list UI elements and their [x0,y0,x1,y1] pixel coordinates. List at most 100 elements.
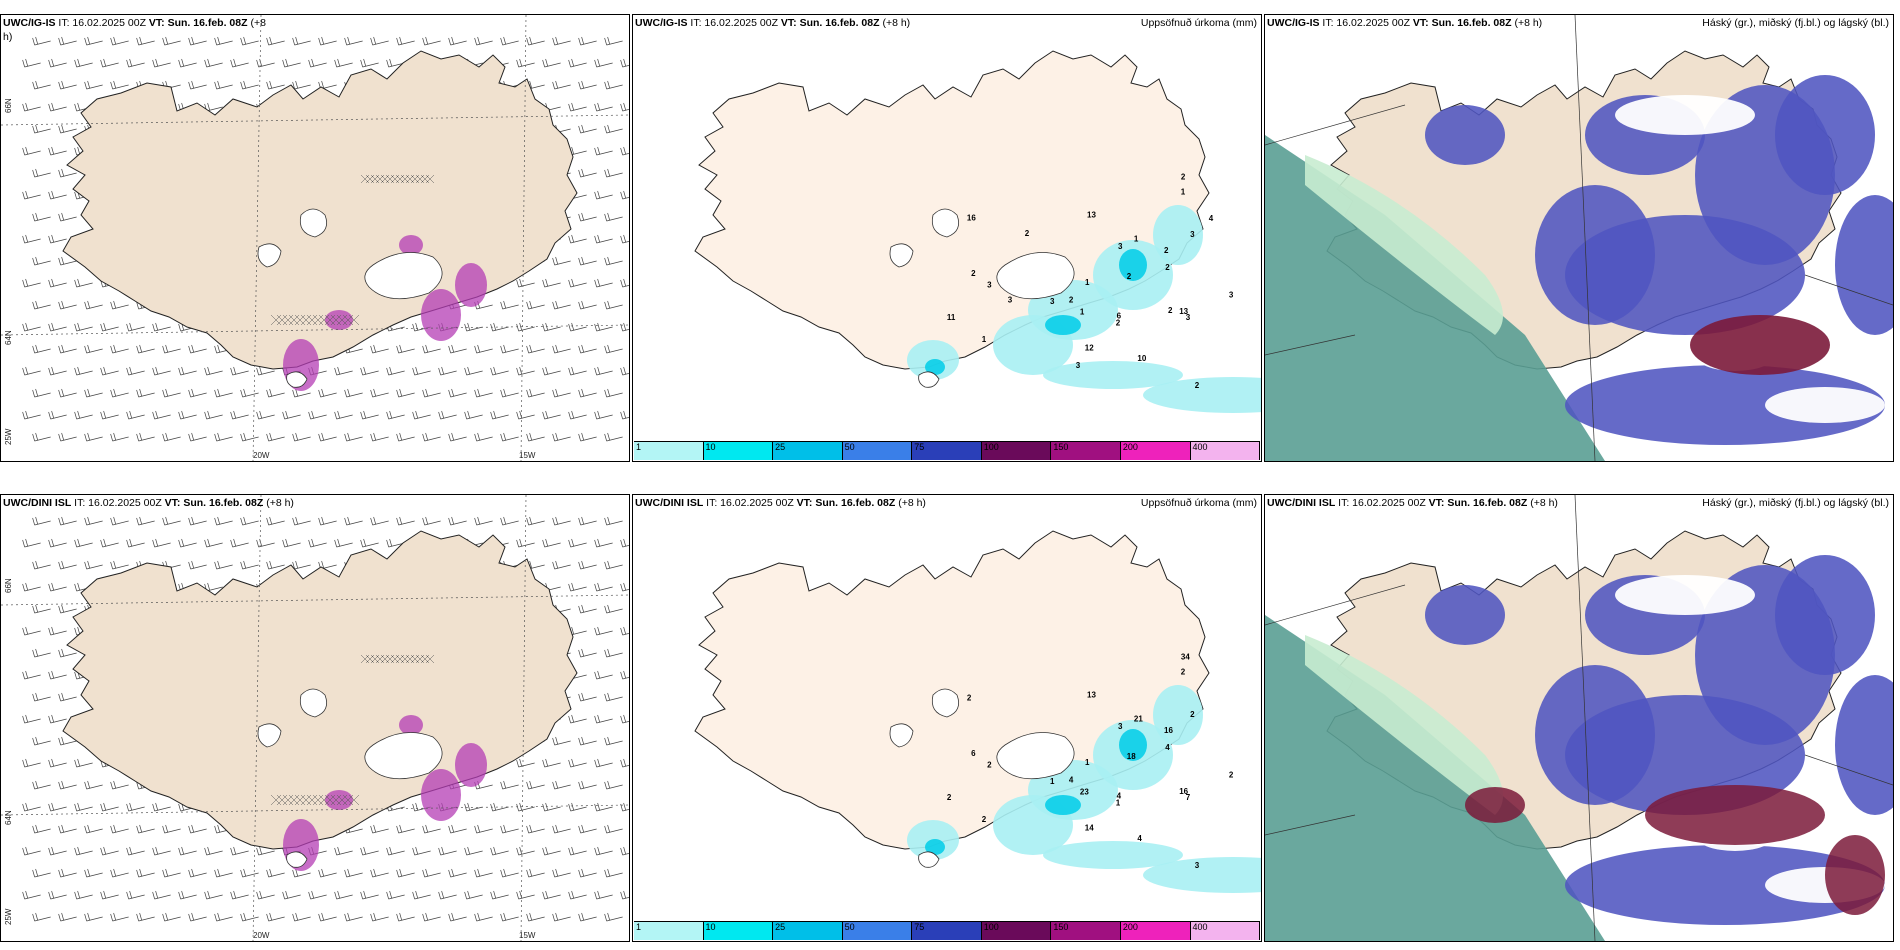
precip-value-label: 4 [1117,792,1122,801]
colorbar-tick-label: 75 [914,922,925,932]
colorbar-segment [703,442,774,460]
colorbar-segment [773,922,843,940]
panel-field-title: Uppsöfnuð úrkoma (mm) [1140,497,1257,509]
precip-value-label: 3 [1050,297,1055,306]
precip-colorbar: 1 10 25 50 75 100 150 200 400 [634,441,1261,460]
precip-map-panel-dini: UWC/DINI ISL IT: 16.02.2025 00Z VT: Sun.… [632,494,1262,942]
precip-value-label: 2 [1181,667,1186,676]
panel-header: UWC/IG-IS IT: 16.02.2025 00Z VT: Sun. 16… [635,16,910,30]
panel-field-title: Háský (gr.), miðský (fj.bl.) og lágský (… [1702,17,1889,29]
colorbar-tick-label: 50 [844,442,855,452]
lead-time: (+8 [250,17,266,29]
lead-time: (+8 h) [1530,497,1558,509]
panel-header: UWC/IG-IS IT: 16.02.2025 00Z VT: Sun. 16… [1267,16,1542,30]
model-name: UWC/DINI ISL [3,497,72,509]
lon-label-15w: 15W [519,931,536,940]
precip-value-label: 3 [1229,290,1234,299]
valid-time: VT: Sun. 16.feb. 08Z [164,497,264,509]
panel-header: UWC/DINI ISL IT: 16.02.2025 00Z VT: Sun.… [3,496,294,510]
lead-time: (+8 h) [266,497,294,509]
precip-value-label: 16 [1179,787,1188,796]
valid-time: VT: Sun. 16.feb. 08Z [1412,17,1512,29]
colorbar-tick-label: 200 [1122,442,1138,452]
colorbar-segment [1120,922,1191,940]
lon-label-25w: 25W [4,428,13,445]
precip-value-label: 2 [967,694,972,703]
precip-value-label: 3 [1008,295,1013,304]
precip-value-label: 10 [1137,354,1146,363]
colorbar-segment [634,922,704,940]
precip-value-label: 2 [1116,319,1121,328]
colorbar-segment [634,442,704,460]
precip-overlay [270,174,487,391]
colorbar-tick-label: 400 [1192,442,1208,452]
colorbar-segment [842,442,913,460]
init-time: IT: 16.02.2025 00Z [690,17,778,29]
init-time: IT: 16.02.2025 00Z [74,497,162,509]
precip-value-label: 2 [1229,770,1234,779]
colorbar-segment [773,442,843,460]
lead-time: (+8 h) [898,497,926,509]
precip-value-label: 4 [1209,214,1214,223]
precip-map: 133322121313111212116331016312232222343 [694,50,1261,413]
precip-value-label: 3 [1118,722,1123,731]
colorbar-segment [912,922,982,940]
lat-label-66n: 66N [4,578,13,593]
iceland-land [62,50,578,370]
precip-value-label: 4 [1165,743,1170,752]
lat-label-66n: 66N [4,98,13,113]
cloud-map [1265,15,1893,461]
precip-value-label: 3 [987,281,992,290]
precip-value-label: 2 [1190,710,1195,719]
iceland-land [694,530,1210,850]
precip-value-label: 16 [1164,726,1173,735]
lat-lon-grid [1,15,629,461]
valid-time: VT: Sun. 16.feb. 08Z [780,17,880,29]
model-name: UWC/IG-IS [3,17,56,29]
panel-header: UWC/DINI ISL IT: 16.02.2025 00Z VT: Sun.… [635,496,926,510]
lead-time: (+8 h) [1514,17,1543,29]
precip-value-label: 11 [947,313,956,322]
precip-value-label: 3 [1076,361,1081,370]
valid-time: VT: Sun. 16.feb. 08Z [148,17,248,29]
cloud-map [1265,495,1893,941]
colorbar-tick-label: 200 [1122,922,1138,932]
precip-value-label: 23 [1080,788,1089,797]
colorbar-tick-label: 150 [1053,442,1069,452]
lon-label-20w: 20W [253,451,270,460]
precip-map-panel-ig: UWC/IG-IS IT: 16.02.2025 00Z VT: Sun. 16… [632,14,1262,462]
panel-header: UWC/IG-IS IT: 16.02.2025 00Z VT: Sun. 16… [3,16,266,44]
cloud-layers [1265,495,1893,941]
colorbar-tick-label: 25 [775,442,786,452]
precip-value-label: 3 [1195,861,1200,870]
panel-field-title: Uppsöfnuð úrkoma (mm) [1140,17,1257,29]
precip-value-label: 7 [1186,793,1191,802]
glacier-outlines [257,688,443,868]
colorbar-tick-label: 10 [705,442,716,452]
precip-value-label: 21 [1134,714,1143,723]
precip-value-label: 18 [1127,752,1136,761]
glacier-outlines [257,208,443,388]
precip-value-label: 2 [1127,272,1132,281]
lat-label-64n: 64N [4,810,13,825]
precip-value-label: 1 [1085,758,1090,767]
lon-label-20w: 20W [253,931,270,940]
colorbar-tick-label: 100 [983,442,999,452]
precip-value-label: 2 [987,761,992,770]
init-time: IT: 16.02.2025 00Z [1322,17,1410,29]
colorbar-tick-label: 1 [636,442,642,452]
precip-value-label: 2 [1195,381,1200,390]
glacier-outlines [889,688,1075,868]
lead-time: (+8 h) [882,17,911,29]
precip-value-label: 3 [1190,230,1195,239]
model-name: UWC/DINI ISL [635,497,704,509]
colorbar-segment [1120,442,1191,460]
cloud-map-panel-ig: UWC/IG-IS IT: 16.02.2025 00Z VT: Sun. 16… [1264,14,1894,462]
panel-header: UWC/DINI ISL IT: 16.02.2025 00Z VT: Sun.… [1267,496,1558,510]
precip-values: 133322121313111212116331016312232222343 [947,173,1234,390]
valid-time: VT: Sun. 16.feb. 08Z [796,497,896,509]
wind-map: 66N 64N 20W 15W 25W [1,15,629,461]
precip-value-label: 14 [1085,824,1094,833]
colorbar-segment [703,922,774,940]
lon-label-25w: 25W [4,908,13,925]
